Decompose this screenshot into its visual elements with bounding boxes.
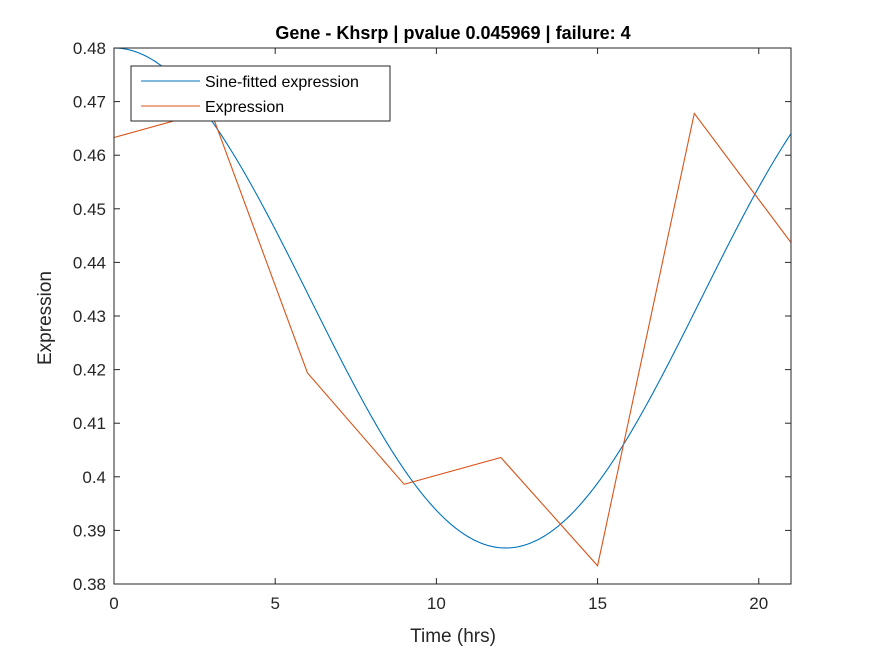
y-tick-label: 0.43 <box>73 307 106 326</box>
x-tick-label: 5 <box>270 594 279 613</box>
y-tick-label: 0.41 <box>73 414 106 433</box>
y-tick-label: 0.48 <box>73 39 106 58</box>
y-tick-label: 0.46 <box>73 146 106 165</box>
legend-label-expression: Expression <box>205 99 284 116</box>
y-tick-label: 0.38 <box>73 575 106 594</box>
series-layer <box>114 48 791 567</box>
series-line-sine-fitted <box>114 48 791 549</box>
x-axis-label: Time (hrs) <box>410 626 496 647</box>
series-line-expression <box>114 110 791 567</box>
x-axis: 0 5 10 15 20 <box>109 48 768 613</box>
y-tick-label: 0.47 <box>73 93 106 112</box>
x-tick-label: 10 <box>427 594 446 613</box>
chart-title: Gene - Khsrp | pvalue 0.045969 | failure… <box>275 23 630 43</box>
legend: Sine-fitted expression Expression <box>130 65 391 122</box>
y-tick-label: 0.44 <box>73 253 106 272</box>
y-tick-label: 0.45 <box>73 200 106 219</box>
y-axis: 0.38 0.39 0.4 0.41 0.42 0.43 0.44 0.45 0.46 0.47 0… <box>73 39 791 594</box>
plot-area <box>114 48 791 584</box>
x-tick-label: 15 <box>588 594 607 613</box>
y-tick-label: 0.39 <box>73 521 106 540</box>
x-tick-label: 0 <box>109 594 118 613</box>
x-tick-label: 20 <box>749 594 768 613</box>
legend-box <box>130 65 391 122</box>
y-tick-label: 0.42 <box>73 361 106 380</box>
y-tick-label: 0.4 <box>82 468 106 487</box>
legend-label-sine-fitted: Sine-fitted expression <box>205 74 359 91</box>
y-axis-label: Expression <box>35 271 56 365</box>
